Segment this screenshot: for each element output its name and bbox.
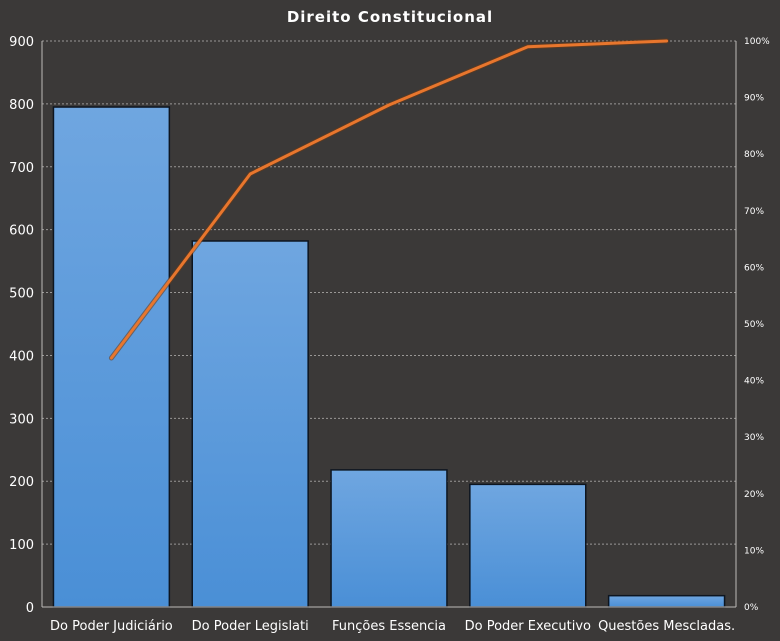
left-tick-label: 200: [9, 475, 34, 490]
chart-title: Direito Constitucional: [287, 8, 493, 26]
category-label: Do Poder Executivo: [465, 619, 591, 634]
right-tick-label: 70%: [744, 207, 764, 217]
right-axis-ticks: 0% 10% 20% 30% 40% 50% 60% 70% 80% 90% 100%: [744, 37, 770, 613]
left-tick-label: 300: [9, 412, 34, 427]
category-label: Do Poder Legislati: [192, 619, 309, 634]
category-label: Funções Essencia: [332, 619, 446, 634]
right-tick-label: 50%: [744, 320, 764, 330]
right-tick-label: 20%: [744, 490, 764, 500]
left-tick-label: 700: [9, 161, 34, 176]
left-tick-label: 900: [9, 35, 34, 50]
left-tick-label: 800: [9, 98, 34, 113]
bar: [469, 483, 587, 608]
category-labels: Do Poder Judiciário Do Poder Legislati Fun…: [50, 619, 735, 634]
right-tick-label: 80%: [744, 150, 764, 160]
cumulative-line: [108, 38, 670, 361]
left-axis-ticks: 0 100 200 300 400 500 600 700 800 900: [9, 35, 34, 616]
bar: [330, 469, 448, 608]
left-tick-label: 100: [9, 538, 34, 553]
left-tick-label: 400: [9, 349, 34, 364]
right-tick-label: 100%: [744, 37, 770, 47]
right-tick-label: 40%: [744, 377, 764, 387]
left-tick-label: 0: [26, 601, 34, 616]
bar: [607, 594, 726, 608]
bar: [191, 240, 309, 608]
category-label: Questões Mescladas.: [598, 619, 735, 634]
right-tick-label: 0%: [744, 603, 759, 613]
right-tick-label: 60%: [744, 263, 764, 273]
right-tick-label: 90%: [744, 94, 764, 104]
left-tick-label: 500: [9, 287, 34, 302]
right-tick-label: 30%: [744, 433, 764, 443]
left-tick-label: 600: [9, 224, 34, 239]
right-tick-label: 10%: [744, 546, 764, 556]
cumulative-line-path: [109, 39, 669, 360]
category-label: Do Poder Judiciário: [50, 619, 173, 634]
axes: [41, 41, 737, 608]
